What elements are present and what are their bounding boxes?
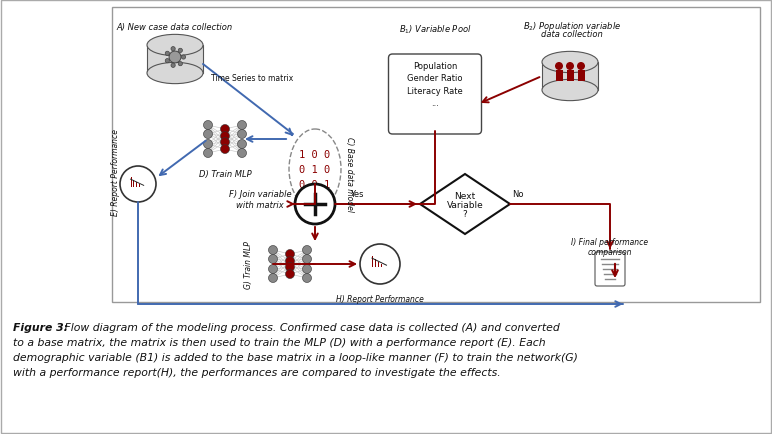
Bar	[130, 178, 132, 187]
Circle shape	[120, 167, 156, 203]
Bar	[381, 264, 382, 267]
Bar	[542, 63, 598, 91]
Circle shape	[204, 130, 212, 139]
Circle shape	[555, 63, 563, 71]
Circle shape	[181, 56, 185, 60]
Text: Figure 3:: Figure 3:	[13, 322, 68, 332]
Circle shape	[221, 125, 229, 134]
Bar	[375, 260, 377, 267]
Circle shape	[286, 270, 294, 279]
Text: comparison: comparison	[587, 247, 632, 256]
Bar	[556, 71, 563, 82]
Circle shape	[269, 255, 277, 264]
Circle shape	[238, 140, 246, 149]
Bar	[147, 46, 203, 74]
Text: to a base matrix, the matrix is then used to train the MLP (D) with a performanc: to a base matrix, the matrix is then use…	[13, 337, 546, 347]
Text: B$_2$) Population variable: B$_2$) Population variable	[523, 20, 621, 33]
Text: I) Final performance: I) Final performance	[571, 237, 648, 247]
Circle shape	[286, 250, 294, 259]
Bar	[378, 262, 380, 267]
Circle shape	[238, 149, 246, 158]
Text: Population
Gender Ratio
Literacy Rate
...: Population Gender Ratio Literacy Rate ..…	[407, 62, 463, 108]
Circle shape	[303, 246, 311, 255]
Text: No: No	[512, 190, 523, 198]
Circle shape	[238, 130, 246, 139]
Circle shape	[303, 265, 311, 274]
Ellipse shape	[542, 80, 598, 102]
Circle shape	[286, 257, 294, 266]
Text: with a performance report(H), the performances are compared to investigate the e: with a performance report(H), the perfor…	[13, 367, 501, 377]
Text: D) Train MLP: D) Train MLP	[198, 170, 252, 178]
Bar	[139, 185, 140, 187]
Circle shape	[269, 265, 277, 274]
Polygon shape	[420, 174, 510, 234]
Circle shape	[269, 246, 277, 255]
Circle shape	[577, 63, 585, 71]
Circle shape	[204, 149, 212, 158]
Circle shape	[238, 121, 246, 130]
Bar	[112, 8, 760, 302]
Text: E) Report Performance: E) Report Performance	[111, 129, 120, 216]
Ellipse shape	[289, 130, 341, 210]
Bar	[372, 256, 374, 267]
Text: B$_1$) Variable Pool: B$_1$) Variable Pool	[398, 23, 471, 36]
Text: Next: Next	[455, 192, 476, 201]
Bar	[577, 71, 584, 82]
Circle shape	[221, 145, 229, 154]
Circle shape	[303, 274, 311, 283]
Text: G) Train MLP: G) Train MLP	[243, 240, 252, 288]
Ellipse shape	[542, 52, 598, 73]
Text: F) Join variable
with matrix: F) Join variable with matrix	[229, 190, 291, 209]
Circle shape	[221, 138, 229, 147]
Circle shape	[204, 121, 212, 130]
Text: ?: ?	[462, 210, 467, 219]
Text: Time Series to matrix: Time Series to matrix	[211, 74, 293, 83]
Text: A) New case data collection: A) New case data collection	[117, 23, 233, 32]
Circle shape	[269, 274, 277, 283]
Circle shape	[360, 244, 400, 284]
Bar	[567, 71, 574, 82]
Circle shape	[303, 255, 311, 264]
Circle shape	[566, 63, 574, 71]
Circle shape	[204, 140, 212, 149]
Circle shape	[165, 52, 170, 56]
Ellipse shape	[147, 63, 203, 85]
Text: data collection: data collection	[541, 30, 603, 39]
Circle shape	[295, 184, 335, 224]
Circle shape	[286, 263, 294, 272]
Text: demographic variable (B1) is added to the base matrix in a loop-like manner (F) : demographic variable (B1) is added to th…	[13, 352, 578, 362]
Circle shape	[171, 64, 175, 68]
Text: H) Report Performance: H) Report Performance	[336, 294, 424, 303]
Text: Flow diagram of the modeling process. Confirmed case data is collected (A) and c: Flow diagram of the modeling process. Co…	[61, 322, 560, 332]
Ellipse shape	[147, 35, 203, 56]
Text: Yes: Yes	[350, 190, 364, 198]
Circle shape	[169, 52, 181, 64]
Circle shape	[171, 47, 175, 52]
Bar	[136, 183, 137, 187]
FancyBboxPatch shape	[388, 55, 482, 135]
Circle shape	[178, 62, 182, 66]
Circle shape	[221, 132, 229, 141]
Text: 1 0 0
0 1 0
0 0 1: 1 0 0 0 1 0 0 0 1	[300, 150, 330, 189]
FancyBboxPatch shape	[595, 253, 625, 286]
Text: Variable: Variable	[447, 201, 483, 210]
Circle shape	[178, 49, 182, 53]
Text: C) Base data model: C) Base data model	[346, 137, 354, 212]
Circle shape	[165, 59, 170, 64]
